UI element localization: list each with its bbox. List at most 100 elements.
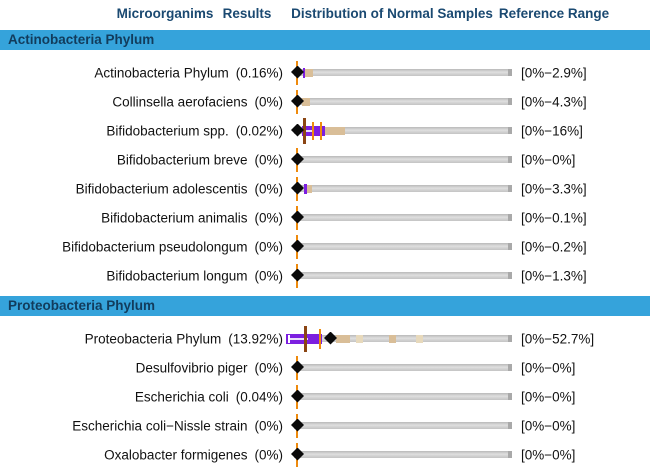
whisker-line <box>304 129 313 132</box>
organism-name: Bifidobacterium breve <box>116 152 248 167</box>
table-row: Escherichia coli (0.04%) [0%−0%] <box>0 382 650 411</box>
organism-name: Bifidobacterium animalis <box>101 210 248 225</box>
organism-name: Proteobacteria Phylum <box>84 331 222 346</box>
patient-result-marker <box>291 65 304 79</box>
patient-result-marker <box>291 447 304 461</box>
table-row: Bifidobacterium spp. (0.02%) [0%−16%] <box>0 116 650 145</box>
track-end-cap <box>508 155 512 163</box>
section-header-proteobacteria: Proteobacteria Phylum <box>0 296 650 316</box>
track-end-cap <box>508 242 512 250</box>
sample-marker <box>356 334 363 343</box>
distribution-track <box>294 184 512 192</box>
reference-range: [0%−0%] <box>521 447 576 462</box>
distribution-plot <box>284 233 514 261</box>
normal-range-box <box>303 67 305 78</box>
track-end-cap <box>508 126 512 134</box>
distribution-plot <box>284 175 514 203</box>
organism-name: Collinsella aerofaciens <box>112 94 248 109</box>
reference-range: [0%−3.3%] <box>521 181 587 196</box>
percentile-line-icon <box>320 121 322 140</box>
median-line-icon <box>304 325 307 352</box>
organism-name: Bifidobacterium adolescentis <box>75 181 248 196</box>
patient-result-marker <box>291 360 304 374</box>
reference-range: [0%−2.9%] <box>521 65 587 80</box>
distribution-track <box>294 421 512 429</box>
distribution-track <box>294 392 512 400</box>
track-end-cap <box>508 392 512 400</box>
sample-marker <box>306 184 312 193</box>
track-end-cap <box>508 271 512 279</box>
organism-name: Oxalobacter formigenes <box>104 447 248 462</box>
patient-result-marker <box>291 123 304 137</box>
result-value: (0%) <box>254 210 283 225</box>
patient-result-marker <box>291 152 304 166</box>
section-header-actinobacteria: Actinobacteria Phylum <box>0 30 650 50</box>
result-value: (0%) <box>254 447 283 462</box>
organism-name: Bifidobacterium pseudolongum <box>62 239 248 254</box>
track-end-cap <box>508 421 512 429</box>
distribution-track <box>294 363 512 371</box>
patient-result-marker <box>291 210 304 224</box>
patient-result-marker <box>291 389 304 403</box>
reference-range: [0%−52.7%] <box>521 331 595 346</box>
table-row: Bifidobacterium adolescentis (0%) [0%−3.3… <box>0 174 650 203</box>
section-rows-proteobacteria: Proteobacteria Phylum (13.92%) [0%−52.7%]… <box>0 316 650 469</box>
result-value: (0%) <box>254 418 283 433</box>
organism-name: Escherichia coli <box>134 389 229 404</box>
sample-marker <box>336 334 350 343</box>
table-row: Oxalobacter formigenes (0%) [0%−0%] <box>0 440 650 469</box>
track-end-cap <box>508 97 512 105</box>
organism-name: Desulfovibrio piger <box>135 360 248 375</box>
percentile-line-icon <box>312 121 314 140</box>
organism-name: Bifidobacterium longum <box>106 268 248 283</box>
column-header-microorganisms: Microorganims <box>116 6 214 21</box>
distribution-track <box>294 68 512 76</box>
table-row: Bifidobacterium longum (0%) [0%−1.3%] <box>0 261 650 290</box>
distribution-plot <box>284 204 514 232</box>
organism-name: Actinobacteria Phylum <box>94 65 229 80</box>
track-end-cap <box>508 213 512 221</box>
patient-result-marker <box>291 239 304 253</box>
reference-range: [0%−16%] <box>521 123 583 138</box>
result-value: (0%) <box>254 239 283 254</box>
result-value: (0%) <box>254 94 283 109</box>
distribution-plot <box>284 354 514 382</box>
patient-result-marker <box>291 94 304 108</box>
reference-range: [0%−0%] <box>521 389 576 404</box>
table-row: Bifidobacterium pseudolongum (0%) [0%−0.2… <box>0 232 650 261</box>
result-value: (0.04%) <box>235 389 283 404</box>
track-end-cap <box>508 450 512 458</box>
patient-result-marker <box>291 181 304 195</box>
result-value: (0.16%) <box>235 65 283 80</box>
distribution-plot <box>284 146 514 174</box>
reference-range: [0%−1.3%] <box>521 268 587 283</box>
patient-result-marker <box>324 331 337 345</box>
reference-range: [0%−0%] <box>521 360 576 375</box>
distribution-track <box>294 126 512 134</box>
distribution-track <box>294 97 512 105</box>
patient-result-marker <box>291 268 304 282</box>
sample-marker <box>325 126 345 135</box>
normal-range-box <box>304 183 307 194</box>
reference-range: [0%−0%] <box>521 152 576 167</box>
median-line-icon <box>303 117 306 144</box>
track-end-cap <box>508 68 512 76</box>
distribution-plot <box>284 412 514 440</box>
whisker-cap <box>288 334 290 343</box>
distribution-track <box>294 242 512 250</box>
result-value: (0.02%) <box>235 123 283 138</box>
patient-result-marker <box>291 418 304 432</box>
reference-range: [0%−0%] <box>521 418 576 433</box>
result-value: (0%) <box>254 152 283 167</box>
distribution-plot <box>284 117 514 145</box>
table-row: Actinobacteria Phylum (0.16%) [0%−2.9%] <box>0 58 650 87</box>
sample-marker <box>416 334 423 343</box>
organism-name: Escherichia coli−Nissle strain <box>72 418 248 433</box>
reference-range: [0%−4.3%] <box>521 94 587 109</box>
table-row: Bifidobacterium breve (0%) [0%−0%] <box>0 145 650 174</box>
sample-marker <box>389 334 396 343</box>
distribution-track <box>294 155 512 163</box>
distribution-track <box>294 213 512 221</box>
distribution-track <box>294 334 512 342</box>
column-header-row: Microorganims Results Distribution of No… <box>0 0 650 30</box>
